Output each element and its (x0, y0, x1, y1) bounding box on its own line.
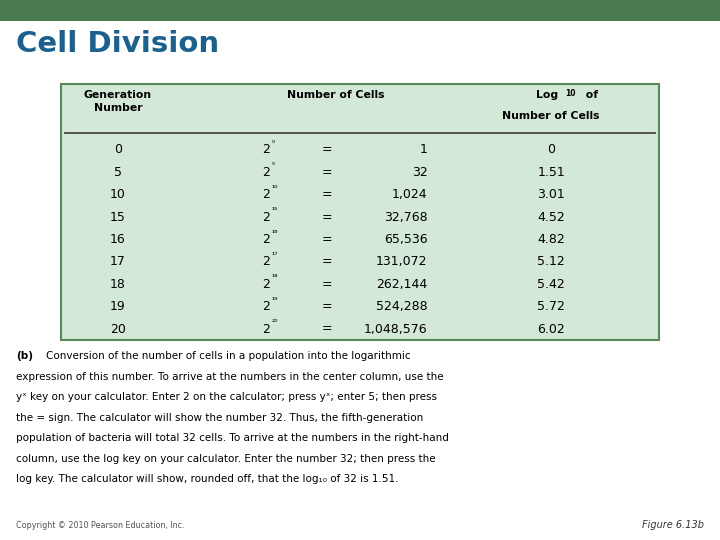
Text: Log: Log (536, 90, 559, 100)
Text: 131,072: 131,072 (376, 255, 428, 268)
Text: =: = (322, 255, 333, 268)
Text: 0: 0 (547, 144, 555, 157)
Text: 4.52: 4.52 (537, 211, 565, 224)
Text: ¹⁰: ¹⁰ (271, 184, 278, 193)
Text: =: = (322, 322, 333, 335)
Text: =: = (322, 166, 333, 179)
Text: =: = (322, 211, 333, 224)
Text: ²⁰: ²⁰ (271, 318, 278, 327)
Text: expression of this number. To arrive at the numbers in the center column, use th: expression of this number. To arrive at … (16, 372, 444, 382)
Text: ¹⁵: ¹⁵ (271, 206, 278, 215)
Text: =: = (322, 278, 333, 291)
Text: ¹⁶: ¹⁶ (271, 228, 278, 238)
Text: 19: 19 (110, 300, 126, 313)
Text: population of bacteria will total 32 cells. To arrive at the numbers in the righ: population of bacteria will total 32 cel… (16, 433, 449, 443)
Text: 20: 20 (110, 322, 126, 335)
Text: Number of Cells: Number of Cells (503, 111, 600, 121)
Text: Number of Cells: Number of Cells (287, 90, 385, 100)
Text: 2: 2 (262, 278, 270, 291)
Text: 15: 15 (110, 211, 126, 224)
Text: 16: 16 (110, 233, 126, 246)
Text: 2: 2 (262, 211, 270, 224)
Text: 32: 32 (412, 166, 428, 179)
Text: 32,768: 32,768 (384, 211, 428, 224)
Text: 524,288: 524,288 (376, 300, 428, 313)
Text: ¹⁹: ¹⁹ (271, 295, 278, 305)
Text: Copyright © 2010 Pearson Education, Inc.: Copyright © 2010 Pearson Education, Inc. (16, 521, 184, 530)
FancyBboxPatch shape (0, 0, 720, 21)
Text: 2: 2 (262, 166, 270, 179)
Text: ⁵: ⁵ (271, 161, 274, 170)
Text: 2: 2 (262, 188, 270, 201)
Text: 5.72: 5.72 (537, 300, 565, 313)
Text: ¹⁸: ¹⁸ (271, 273, 278, 282)
Text: 10: 10 (110, 188, 126, 201)
Text: the = sign. The calculator will show the number 32. Thus, the fifth-generation: the = sign. The calculator will show the… (16, 413, 423, 423)
Text: 2: 2 (262, 233, 270, 246)
Text: 0: 0 (114, 144, 122, 157)
Text: 4.82: 4.82 (537, 233, 565, 246)
Text: 10: 10 (565, 89, 575, 98)
Text: =: = (322, 300, 333, 313)
Text: 1: 1 (420, 144, 428, 157)
Text: 18: 18 (110, 278, 126, 291)
Text: =: = (322, 233, 333, 246)
Text: =: = (322, 144, 333, 157)
Text: 5.42: 5.42 (537, 278, 565, 291)
Text: 3.01: 3.01 (537, 188, 565, 201)
Text: 17: 17 (110, 255, 126, 268)
Text: log key. The calculator will show, rounded off, that the log₁₀ of 32 is 1.51.: log key. The calculator will show, round… (16, 474, 398, 484)
Text: column, use the log key on your calculator. Enter the number 32; then press the: column, use the log key on your calculat… (16, 454, 436, 464)
Text: Figure 6.13b: Figure 6.13b (642, 520, 704, 530)
Text: 1.51: 1.51 (537, 166, 565, 179)
Text: 2: 2 (262, 322, 270, 335)
Text: =: = (322, 188, 333, 201)
Text: 2: 2 (262, 255, 270, 268)
Text: Generation
Number: Generation Number (84, 90, 152, 112)
FancyBboxPatch shape (61, 84, 659, 340)
Text: 1,048,576: 1,048,576 (364, 322, 428, 335)
Text: ¹⁷: ¹⁷ (271, 251, 278, 260)
Text: 262,144: 262,144 (377, 278, 428, 291)
Text: Conversion of the number of cells in a population into the logarithmic: Conversion of the number of cells in a p… (46, 351, 410, 361)
Text: 1,024: 1,024 (392, 188, 428, 201)
Text: 65,536: 65,536 (384, 233, 428, 246)
Text: 5.12: 5.12 (537, 255, 565, 268)
Text: ⁰: ⁰ (271, 139, 274, 148)
Text: of: of (582, 90, 598, 100)
Text: (b): (b) (16, 351, 33, 361)
Text: 2: 2 (262, 300, 270, 313)
Text: yˣ key on your calculator. Enter 2 on the calculator; press yˣ; enter 5; then pr: yˣ key on your calculator. Enter 2 on th… (16, 392, 437, 402)
Text: Cell Division: Cell Division (16, 30, 219, 58)
Text: 2: 2 (262, 144, 270, 157)
Text: 5: 5 (114, 166, 122, 179)
Text: 6.02: 6.02 (537, 322, 565, 335)
